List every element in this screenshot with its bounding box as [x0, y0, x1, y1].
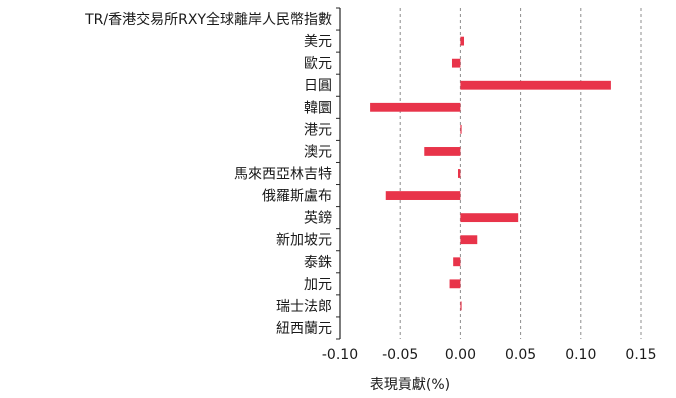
bar [457, 169, 461, 178]
bar [460, 213, 519, 223]
grid-lines [399, 8, 642, 339]
category-label: 紐西蘭元 [276, 321, 332, 337]
x-tick-label: -0.05 [382, 347, 418, 363]
x-tick-label: 0.05 [505, 347, 536, 363]
bar [451, 58, 461, 68]
x-axis-title: 表現貢獻(%) [370, 377, 450, 393]
bar [370, 102, 461, 112]
category-label: 瑞士法郎 [276, 299, 332, 315]
category-label: 泰銖 [304, 255, 332, 271]
category-label: 俄羅斯盧布 [262, 189, 332, 205]
x-tick-label: 0.15 [625, 347, 656, 363]
category-label: 日圓 [304, 78, 332, 94]
x-tick-label: 0.10 [565, 347, 596, 363]
bar [449, 279, 461, 289]
category-label: 歐元 [304, 56, 332, 72]
axes [336, 7, 341, 340]
category-label: 美元 [304, 34, 332, 50]
x-tick-label: -0.10 [322, 347, 358, 363]
category-labels: TR/香港交易所RXY全球離岸人民幣指數美元歐元日圓韓圜港元澳元馬來西亞林吉特俄… [84, 11, 332, 337]
category-label: 加元 [304, 277, 332, 293]
category-label: 港元 [304, 122, 332, 138]
category-label: 新加坡元 [276, 233, 332, 249]
bar [460, 235, 478, 245]
bar [424, 147, 461, 156]
category-label: 英鎊 [304, 210, 332, 227]
bar [385, 191, 461, 200]
bar [453, 257, 461, 267]
x-tick-labels: -0.10 -0.05 0.00 0.05 0.10 0.15 [322, 347, 657, 363]
bars [370, 36, 611, 311]
category-label: 韓圜 [304, 100, 332, 116]
bar [460, 36, 465, 46]
x-tick-label: 0.00 [445, 347, 476, 363]
bar [460, 80, 611, 90]
category-label: 澳元 [304, 144, 332, 160]
category-label: TR/香港交易所RXY全球離岸人民幣指數 [84, 11, 332, 28]
bar [460, 301, 462, 311]
bar [460, 124, 462, 134]
category-label: 馬來西亞林吉特 [234, 167, 332, 183]
